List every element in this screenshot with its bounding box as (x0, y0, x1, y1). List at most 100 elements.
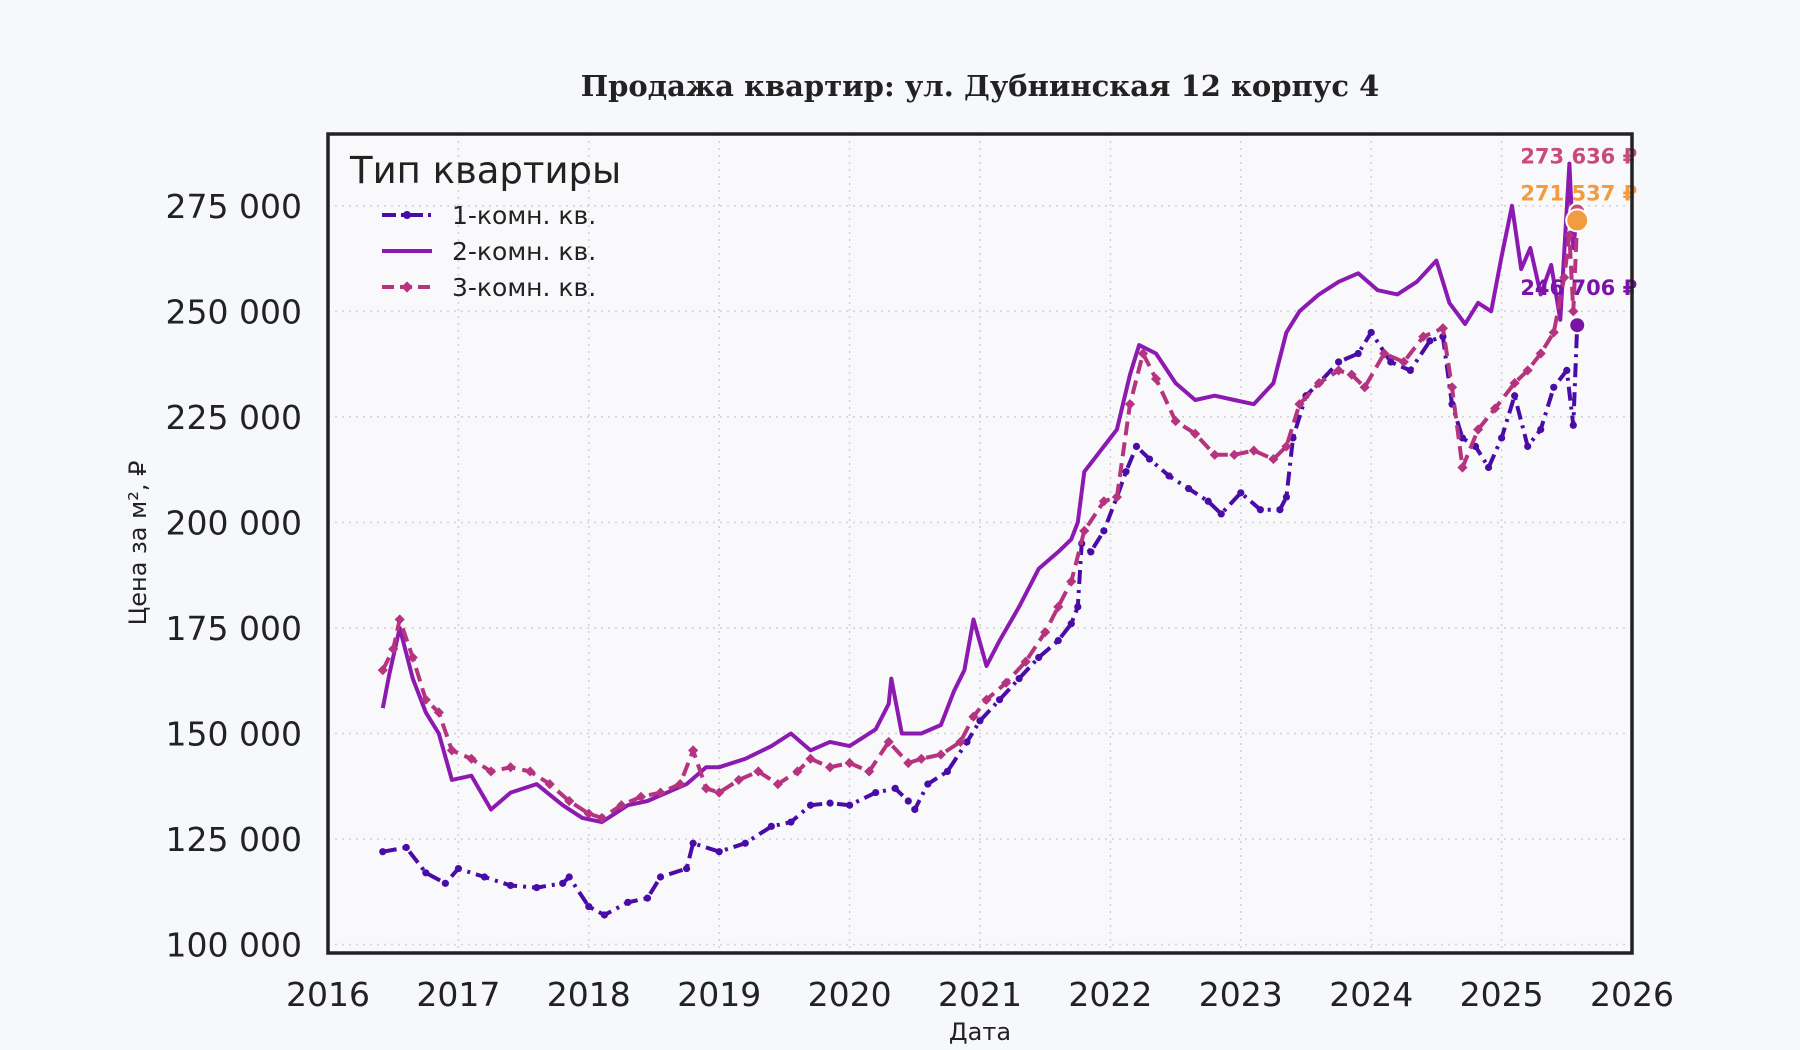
data-point (976, 717, 984, 725)
data-point (1313, 377, 1325, 389)
data-point (772, 779, 783, 790)
data-point (1067, 620, 1075, 628)
data-point (753, 766, 764, 777)
data-point (715, 848, 723, 856)
legend-title: Тип квартиры (349, 149, 621, 192)
data-point (1204, 497, 1212, 505)
data-point (388, 643, 399, 655)
data-point (441, 879, 449, 887)
data-point (1524, 442, 1532, 451)
data-point (872, 788, 880, 797)
legend-item-2: 2-комн. кв. (382, 237, 596, 266)
data-point (701, 783, 712, 794)
end-value-label: 273 636 ₽ (1520, 145, 1637, 169)
data-point (981, 694, 992, 705)
data-point (714, 787, 725, 798)
data-point (656, 873, 665, 881)
x-tick-label: 2021 (938, 975, 1022, 1014)
data-point (583, 808, 594, 819)
chart-title: Продажа квартир: ул. Дубнинская 12 корпу… (581, 69, 1380, 103)
legend-marker (403, 211, 411, 219)
data-point (1015, 674, 1023, 683)
data-point (1569, 421, 1577, 429)
data-point (1276, 506, 1284, 514)
x-tick-label: 2024 (1329, 975, 1413, 1014)
data-point (787, 818, 795, 826)
grid (327, 134, 1633, 953)
data-point (1150, 373, 1162, 384)
data-point (544, 779, 555, 790)
end-value-label: 246 706 ₽ (1520, 276, 1637, 300)
y-axis-label: Цена за м², ₽ (124, 461, 152, 626)
data-point (688, 745, 699, 756)
data-point (1256, 506, 1264, 514)
data-point (844, 757, 855, 769)
data-point (433, 707, 444, 718)
data-point (1418, 331, 1429, 342)
data-point (1359, 382, 1370, 393)
data-point (891, 784, 899, 792)
series-line (380, 161, 1580, 825)
data-point (505, 762, 516, 773)
data-point (564, 795, 575, 807)
data-point (741, 839, 749, 847)
data-point (1145, 455, 1154, 463)
data-point (911, 805, 919, 814)
y-tick-label: 100 000 (166, 926, 302, 965)
x-ticks: 2016 2017 2018 2019 2020 2021 2022 2023 2024 2025… (286, 975, 1674, 1014)
data-point (655, 787, 666, 798)
data-point (1484, 463, 1493, 472)
data-point (1185, 485, 1193, 493)
data-point (485, 766, 497, 777)
data-point (1165, 472, 1173, 480)
x-axis-label: Дата (949, 1018, 1011, 1046)
series-2 (380, 161, 1580, 825)
data-point (1100, 527, 1108, 535)
data-point (767, 822, 775, 830)
data-point (806, 801, 815, 809)
data-point (1074, 603, 1082, 611)
data-point (1387, 358, 1395, 366)
data-point (1237, 489, 1245, 497)
x-tick-label: 2025 (1460, 975, 1544, 1014)
data-point (1550, 383, 1558, 391)
data-point (585, 902, 593, 911)
x-tick-label: 2020 (808, 975, 892, 1014)
data-point (1473, 424, 1484, 435)
legend-marker (401, 281, 413, 293)
data-point (968, 711, 979, 722)
data-point (1458, 434, 1467, 442)
x-tick-label: 2023 (1199, 975, 1283, 1014)
data-point (394, 614, 405, 625)
data-point (1132, 442, 1141, 451)
data-point (1282, 493, 1291, 501)
data-point (1054, 636, 1062, 645)
data-point (480, 873, 489, 881)
data-point (379, 848, 387, 856)
data-point (1367, 328, 1375, 337)
y-tick-label: 175 000 (166, 609, 302, 648)
data-point (1087, 548, 1095, 556)
x-tick-label: 2018 (547, 975, 631, 1014)
series-line (381, 220, 1580, 820)
data-point (624, 898, 632, 906)
data-point (559, 879, 567, 887)
data-point (1035, 653, 1043, 662)
x-tick-label: 2022 (1068, 975, 1152, 1014)
y-tick-label: 250 000 (166, 292, 302, 331)
y-tick-label: 275 000 (166, 187, 302, 226)
data-point (600, 911, 609, 919)
data-point (1406, 366, 1414, 375)
plot-background (328, 134, 1632, 953)
x-tick-label: 2026 (1590, 975, 1674, 1014)
legend-label: 2-комн. кв. (452, 237, 596, 266)
data-point (792, 766, 803, 777)
x-tick-label: 2017 (416, 975, 500, 1014)
legend: Тип квартиры 1-комн. кв. 2-комн. кв. 3-ком… (349, 149, 621, 302)
data-point (466, 753, 477, 764)
data-point (1563, 366, 1571, 375)
data-point (1426, 337, 1434, 345)
legend-item-3: 3-комн. кв. (382, 273, 596, 302)
data-point (1111, 491, 1123, 503)
